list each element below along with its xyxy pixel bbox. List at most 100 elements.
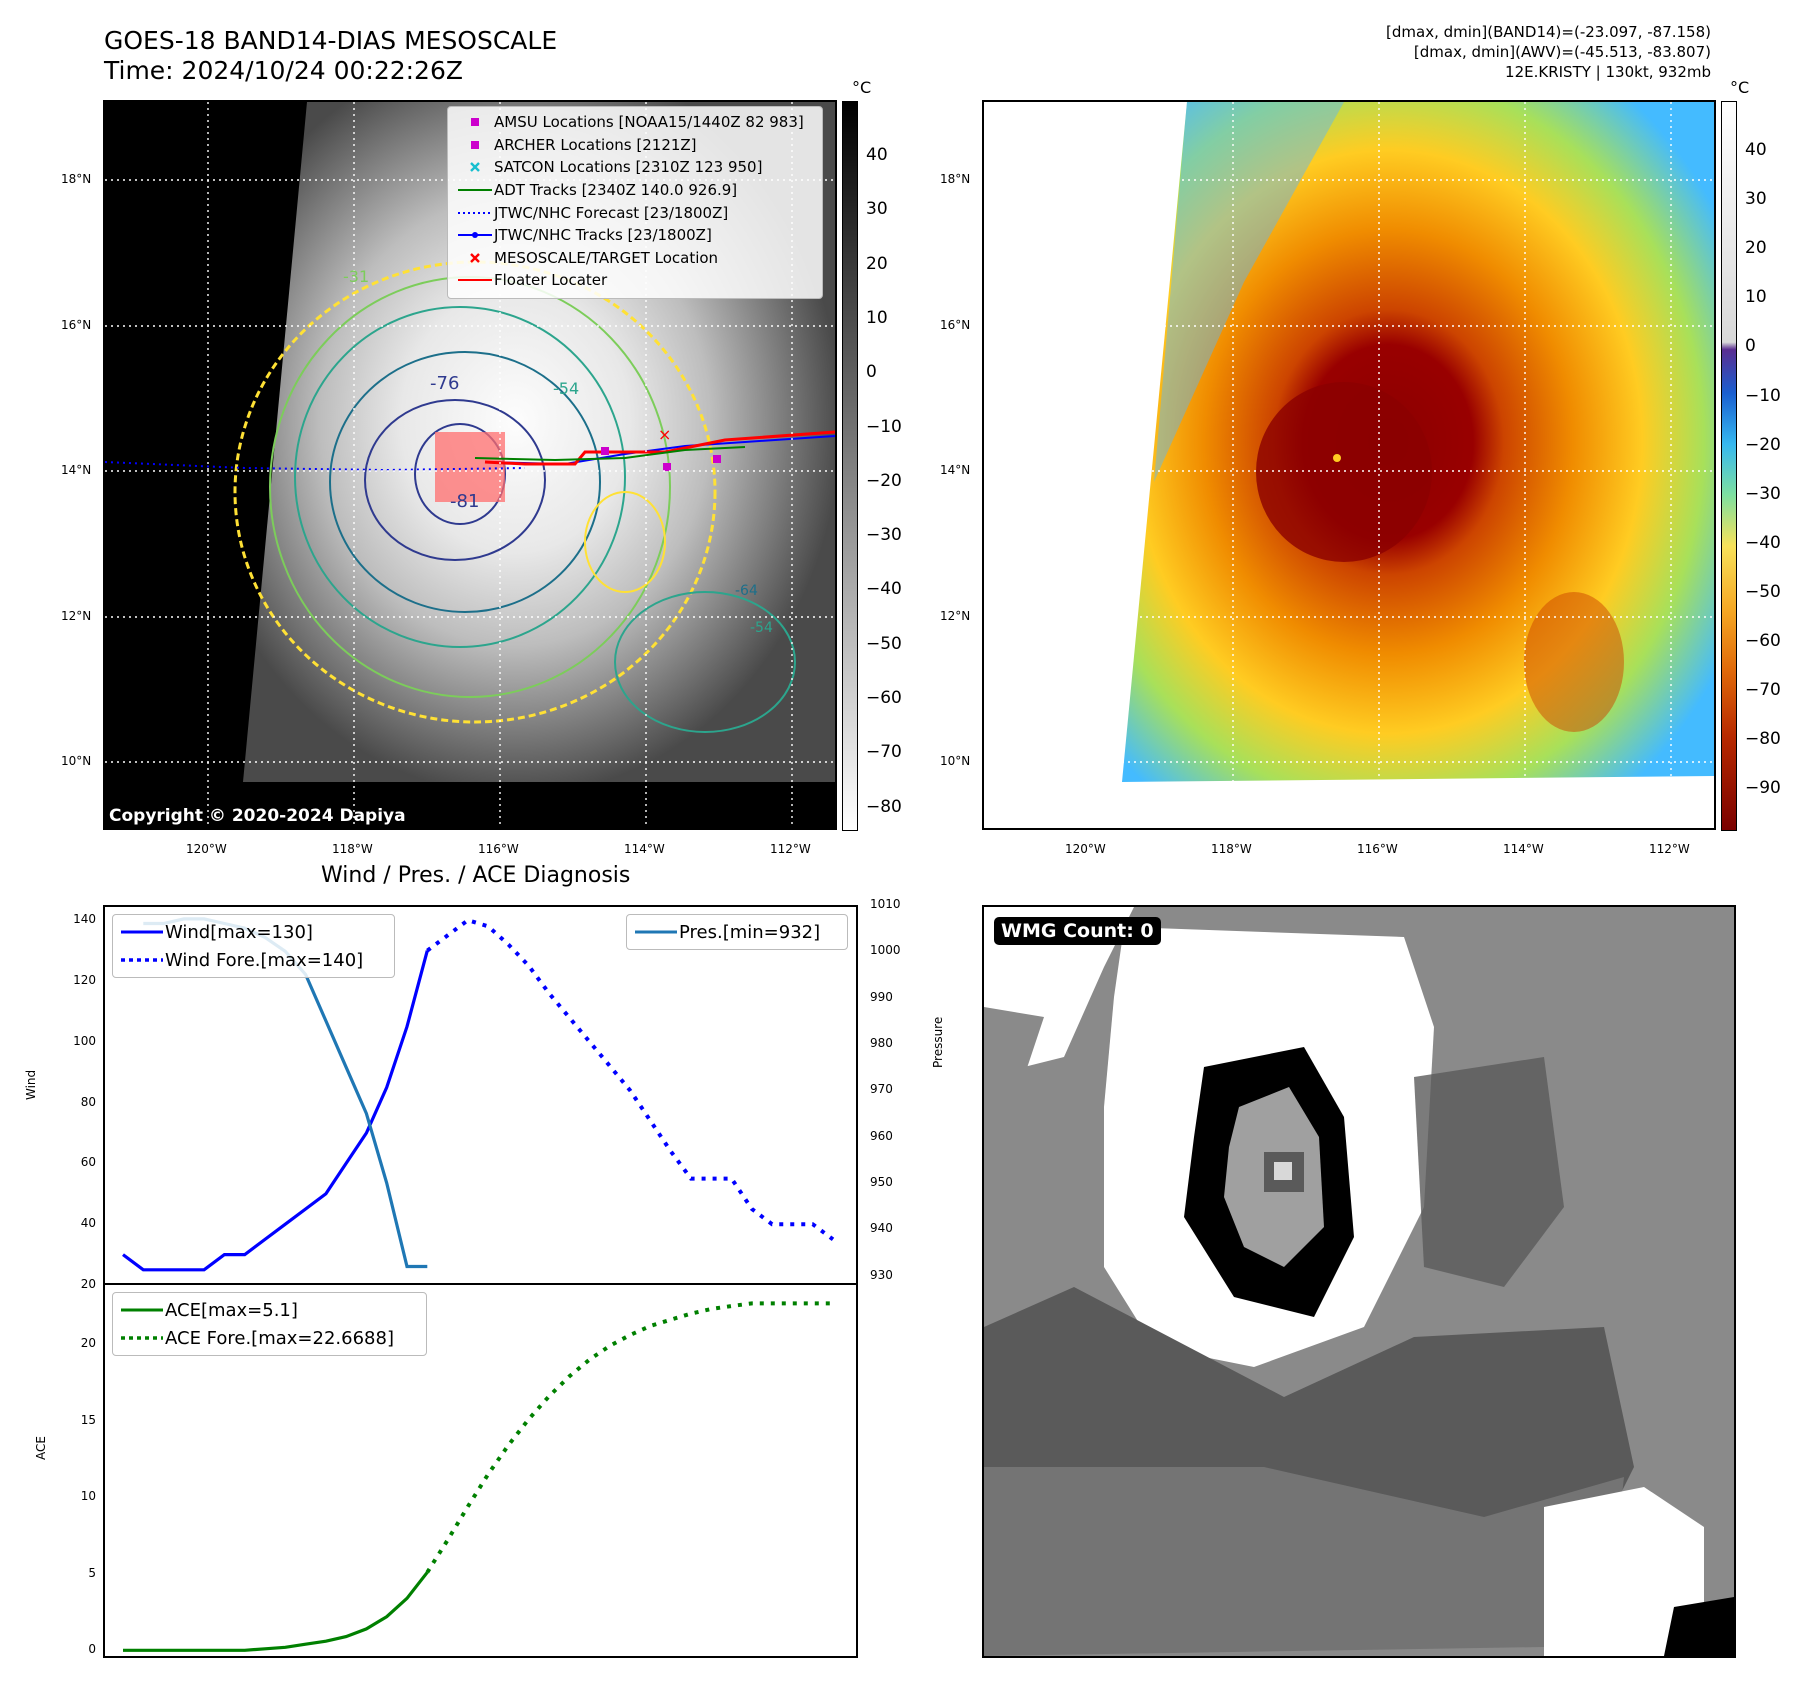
- legend-entry: ADT Tracks [2340Z 140.0 926.9]: [456, 179, 814, 202]
- colorbar-tick: 20: [1745, 238, 1767, 259]
- y-tick-label: 940: [870, 1221, 893, 1236]
- colorbar-tick: −50: [866, 633, 902, 654]
- legend-entry: JTWC/NHC Forecast [23/1800Z]: [456, 201, 814, 224]
- legend-entry: ACE Fore.[max=22.6688]: [119, 1324, 420, 1352]
- lon-tick: 116°W: [478, 842, 519, 856]
- lat-tick: 10°N: [940, 754, 971, 768]
- legend-entry: Wind[max=130]: [119, 918, 388, 946]
- colorbar-tick: −20: [1745, 434, 1781, 455]
- square-marker-icon: [456, 115, 494, 129]
- y-tick-label: 950: [870, 1175, 893, 1190]
- info-line-2: [dmax, dmin](AWV)=(-45.513, -83.807): [1413, 43, 1711, 61]
- colorbar-tick: −70: [866, 742, 902, 763]
- contour-label: -64: [735, 583, 758, 599]
- colorbar-tick: 30: [1745, 189, 1767, 210]
- colorbar-tick: −60: [866, 688, 902, 708]
- colorbar-tick: 40: [1745, 140, 1767, 160]
- y-tick-label: 0: [88, 1642, 96, 1657]
- legend-label: ADT Tracks [2340Z 140.0 926.9]: [494, 181, 738, 200]
- y-tick-label: 1010: [870, 897, 901, 911]
- legend-label: Floater Locater: [494, 271, 608, 290]
- legend-label: JTWC/NHC Forecast [23/1800Z]: [494, 203, 729, 222]
- legend-label: ARCHER Locations [2121Z]: [494, 135, 697, 154]
- legend-label: ACE Fore.[max=22.6688]: [165, 1327, 394, 1349]
- pressure-axis-label: Pressure: [931, 1016, 945, 1068]
- legend-label: MESOSCALE/TARGET Location: [494, 248, 719, 267]
- legend-entry: ACE[max=5.1]: [119, 1296, 420, 1324]
- line-dot-icon: [456, 230, 494, 240]
- lon-tick: 118°W: [1211, 842, 1252, 856]
- legend-label: ACE[max=5.1]: [165, 1299, 298, 1321]
- lat-tick: 18°N: [940, 172, 971, 186]
- info-line-3: 12E.KRISTY | 130kt, 932mb: [1505, 63, 1711, 81]
- colorbar-tick: −70: [1745, 680, 1781, 701]
- colorbar-tick: −50: [1745, 581, 1781, 602]
- gray-colorbar: [842, 101, 858, 831]
- legend-label: AMSU Locations [NOAA15/1440Z 82 983]: [494, 113, 804, 132]
- figure-time: Time: 2024/10/24 00:22:26Z: [104, 56, 463, 85]
- map-legend: AMSU Locations [NOAA15/1440Z 82 983] ARC…: [447, 106, 823, 299]
- gray-colorbar-unit: °C: [852, 78, 872, 97]
- lon-tick: 112°W: [1649, 842, 1690, 856]
- y-tick-label: 80: [80, 1094, 96, 1109]
- legend-entry: ARCHER Locations [2121Z]: [456, 134, 814, 157]
- svg-text:×: ×: [658, 425, 671, 444]
- series-line-wind-fore-: [426, 917, 835, 1242]
- legend-label: Wind[max=130]: [165, 921, 313, 943]
- legend-entry: SATCON Locations [2310Z 123 950]: [456, 156, 814, 179]
- x-marker-icon: [456, 251, 494, 265]
- series-line-ace: [123, 1571, 429, 1652]
- colorbar-tick: −80: [1745, 729, 1781, 750]
- y-tick-label: 20: [80, 1336, 96, 1351]
- legend-label: Pres.[min=932]: [679, 921, 821, 943]
- y-tick-label: 100: [73, 1033, 96, 1048]
- wind-axis-label: Wind: [24, 1069, 38, 1100]
- y-tick-label: 140: [73, 912, 96, 927]
- legend-entry: Wind Fore.[max=140]: [119, 946, 388, 974]
- awv-map-image: [984, 102, 1714, 828]
- colorbar-tick: −10: [1745, 385, 1781, 406]
- y-tick-label: 60: [80, 1155, 96, 1170]
- lat-tick: 14°N: [940, 463, 971, 477]
- contour-label: -81: [450, 491, 479, 512]
- lat-tick: 12°N: [61, 609, 92, 623]
- info-line-1: [dmax, dmin](BAND14)=(-23.097, -87.158): [1386, 23, 1711, 41]
- series-line-wind: [122, 950, 429, 1272]
- ace-axis-label: ACE: [34, 1436, 48, 1460]
- colorbar-tick: 10: [866, 307, 888, 328]
- colorbar-tick: 30: [866, 199, 888, 220]
- wind-legend: Wind[max=130] Wind Fore.[max=140]: [112, 914, 395, 978]
- y-tick-label: 40: [80, 1216, 96, 1231]
- legend-label: JTWC/NHC Tracks [23/1800Z]: [494, 226, 712, 245]
- y-tick-label: 20: [80, 1277, 96, 1291]
- y-tick-label: 5: [88, 1565, 96, 1580]
- colorbar-tick: −10: [866, 416, 902, 437]
- colorbar-tick: 40: [866, 145, 888, 165]
- y-tick-label: 120: [73, 973, 96, 987]
- y-tick-label: 1000: [870, 943, 901, 958]
- colorbar-tick: 20: [866, 253, 888, 274]
- dotted-line-icon: [119, 1333, 165, 1343]
- colorbar-tick: 0: [1745, 336, 1756, 357]
- legend-entry: JTWC/NHC Tracks [23/1800Z]: [456, 224, 814, 247]
- colorbar-tick: −30: [866, 525, 902, 546]
- colorbar-tick: −60: [1745, 631, 1781, 651]
- lat-tick: 18°N: [61, 172, 92, 186]
- diagnosis-title: Wind / Pres. / ACE Diagnosis: [321, 863, 631, 888]
- ace-legend: ACE[max=5.1] ACE Fore.[max=22.6688]: [112, 1292, 427, 1356]
- line-marker-icon: [456, 275, 494, 285]
- legend-entry: MESOSCALE/TARGET Location: [456, 247, 814, 270]
- lat-tick: 14°N: [61, 463, 92, 477]
- colorbar-tick: −80: [866, 796, 902, 817]
- y-tick-label: 960: [870, 1128, 893, 1143]
- lon-tick: 120°W: [1065, 842, 1106, 856]
- copyright-text: Copyright © 2020-2024 Dapiya: [109, 806, 406, 826]
- lon-tick: 116°W: [1357, 842, 1398, 856]
- legend-entry: Pres.[min=932]: [633, 918, 841, 946]
- legend-label: SATCON Locations [2310Z 123 950]: [494, 158, 763, 177]
- wmg-panel: WMG Count: 0: [982, 905, 1736, 1658]
- contour-label: -54: [750, 620, 773, 636]
- y-tick-label: 10: [80, 1489, 96, 1504]
- dotted-line-icon: [456, 208, 494, 218]
- contour-label: -54: [553, 379, 579, 398]
